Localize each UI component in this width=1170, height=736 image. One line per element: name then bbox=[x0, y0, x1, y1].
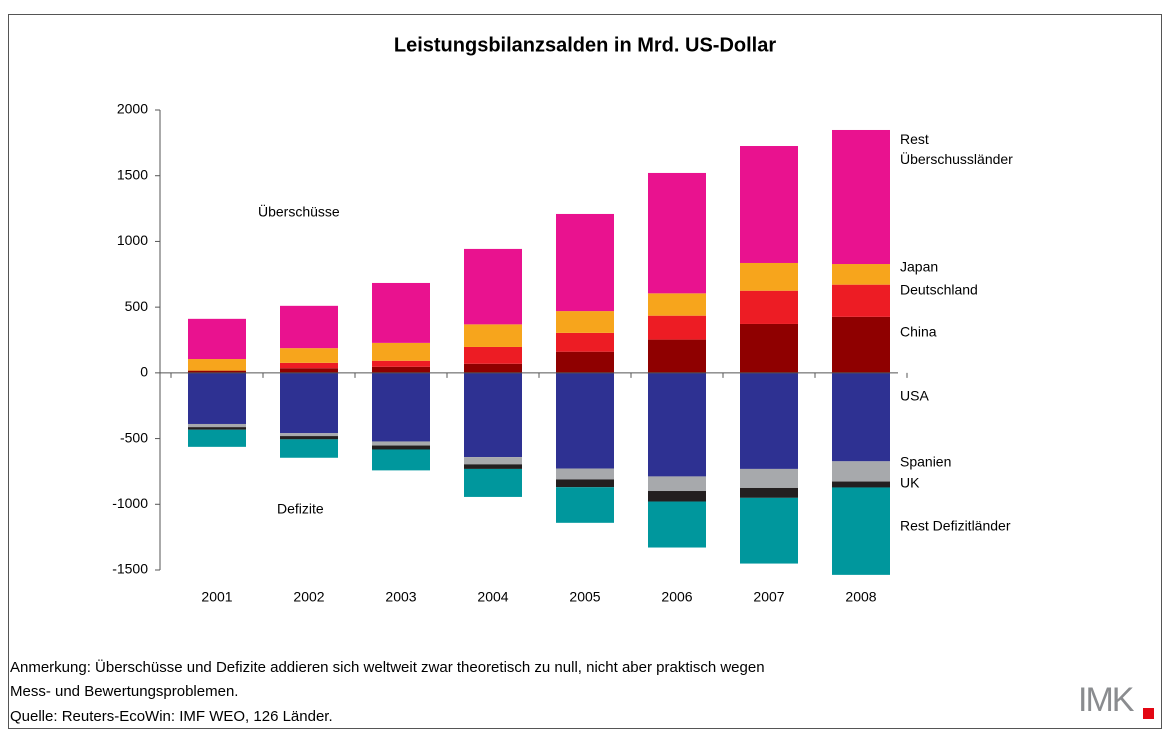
bar-segment bbox=[832, 284, 890, 317]
bar-segment bbox=[280, 436, 338, 440]
bar-segment bbox=[464, 346, 522, 364]
bar-segment bbox=[280, 433, 338, 437]
x-tick-label: 2007 bbox=[753, 589, 784, 605]
note: Anmerkung: Überschüsse und Defizite addi… bbox=[10, 658, 765, 676]
bar-segment bbox=[556, 311, 614, 333]
x-tick-label: 2005 bbox=[569, 589, 600, 605]
bar-segment bbox=[740, 290, 798, 324]
bar-segment bbox=[740, 487, 798, 498]
bar-segment bbox=[372, 445, 430, 450]
bar-segment bbox=[464, 372, 522, 458]
bar-segment bbox=[188, 370, 246, 373]
bar-segment bbox=[556, 468, 614, 480]
legend-label: Japan bbox=[900, 259, 938, 275]
bar-segment bbox=[832, 487, 890, 575]
bar-segment bbox=[372, 372, 430, 442]
bar-segment bbox=[832, 129, 890, 265]
bar-segment bbox=[556, 213, 614, 312]
bar-segment bbox=[740, 323, 798, 373]
legend-label: Rest Defizitländer bbox=[900, 518, 1011, 534]
chart-title: Leistungsbilanzsalden in Mrd. US-Dollar bbox=[394, 34, 776, 56]
legend-label: Rest Überschussländer bbox=[900, 131, 1013, 167]
y-tick-label: 1500 bbox=[117, 166, 148, 182]
legend-label: Deutschland bbox=[900, 282, 978, 298]
bar-segment bbox=[188, 318, 246, 360]
frame bbox=[8, 14, 1162, 729]
x-tick-label: 2004 bbox=[477, 589, 508, 605]
logo: IMK bbox=[1078, 681, 1135, 719]
bar-segment bbox=[740, 372, 798, 469]
logo-square bbox=[1143, 708, 1154, 719]
bar-segment bbox=[464, 248, 522, 325]
x-tick-label: 2006 bbox=[661, 589, 692, 605]
bar-segment bbox=[740, 146, 798, 263]
y-tick-label: -1000 bbox=[112, 495, 148, 511]
bar-segment bbox=[372, 342, 430, 361]
legend-label: USA bbox=[900, 388, 929, 404]
bar-segment bbox=[832, 372, 890, 462]
bar-segment bbox=[280, 348, 338, 363]
bar-segment bbox=[648, 315, 706, 340]
bar-segment bbox=[556, 351, 614, 373]
bar-segment bbox=[280, 439, 338, 458]
bar-segment bbox=[648, 372, 706, 477]
bar-segment bbox=[832, 264, 890, 285]
legend-label: China bbox=[900, 324, 937, 340]
x-tick-label: 2008 bbox=[845, 589, 876, 605]
bar-segment bbox=[832, 481, 890, 488]
bar-segment bbox=[372, 441, 430, 446]
bar-segment bbox=[372, 360, 430, 367]
bar-segment bbox=[556, 487, 614, 523]
bar-segment bbox=[556, 372, 614, 469]
legend-label: Spanien bbox=[900, 454, 951, 470]
bar-segment bbox=[464, 363, 522, 373]
bar-segment bbox=[832, 316, 890, 373]
y-tick-label: 1000 bbox=[117, 232, 148, 248]
bar-segment bbox=[740, 262, 798, 291]
bar-segment bbox=[188, 429, 246, 447]
annotation: Überschüsse bbox=[258, 203, 340, 220]
bar-segment bbox=[648, 491, 706, 502]
bar-segment bbox=[464, 324, 522, 347]
bar-segment bbox=[280, 372, 338, 434]
bar-segment bbox=[280, 305, 338, 349]
bar-segment bbox=[372, 282, 430, 343]
bar-segment bbox=[648, 501, 706, 548]
x-tick-label: 2002 bbox=[293, 589, 324, 605]
bar-segment bbox=[188, 423, 246, 428]
bar-segment bbox=[648, 172, 706, 294]
bar-segment bbox=[556, 479, 614, 488]
bar-segment bbox=[740, 468, 798, 488]
legend-label: UK bbox=[900, 475, 920, 491]
bar-segment bbox=[648, 293, 706, 316]
y-tick-label: 0 bbox=[140, 364, 148, 380]
bar-segment bbox=[648, 476, 706, 492]
x-tick-label: 2003 bbox=[385, 589, 416, 605]
bar-segment bbox=[556, 332, 614, 352]
bar-segment bbox=[464, 468, 522, 497]
annotation: Defizite bbox=[277, 501, 324, 517]
x-tick-label: 2001 bbox=[201, 589, 232, 605]
bar-segment bbox=[464, 464, 522, 469]
bar-segment bbox=[832, 461, 890, 482]
bar-segment bbox=[648, 339, 706, 373]
bar-segment bbox=[280, 368, 338, 373]
bar-segment bbox=[280, 362, 338, 369]
y-tick-label: 500 bbox=[125, 298, 149, 314]
bar-segment bbox=[464, 457, 522, 465]
bar-segment bbox=[188, 359, 246, 371]
y-tick-label: -500 bbox=[120, 429, 148, 445]
y-tick-label: -1500 bbox=[112, 561, 148, 577]
bar-segment bbox=[372, 366, 430, 373]
bar-segment bbox=[740, 497, 798, 564]
bar-segment bbox=[188, 427, 246, 430]
y-tick-label: 2000 bbox=[117, 101, 148, 117]
bar-segment bbox=[188, 372, 246, 424]
note: Quelle: Reuters-EcoWin: IMF WEO, 126 Län… bbox=[10, 708, 333, 725]
note: Mess- und Bewertungsproblemen. bbox=[10, 683, 238, 700]
bar-segment bbox=[372, 449, 430, 471]
